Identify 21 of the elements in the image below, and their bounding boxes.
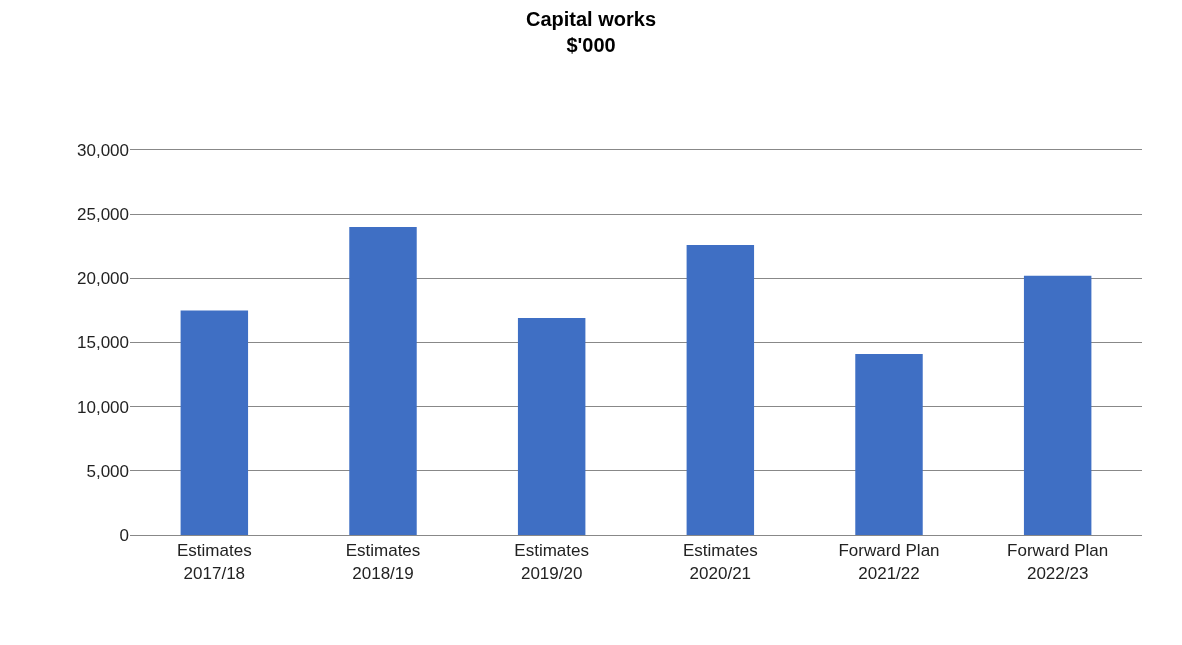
bar	[180, 310, 249, 535]
bar	[1023, 275, 1092, 535]
y-tick-label: 0	[119, 525, 129, 545]
y-tick-label: 15,000	[77, 333, 129, 353]
y-tick-label: 25,000	[77, 205, 129, 225]
y-tick-label: 5,000	[86, 461, 129, 481]
y-tick-label: 30,000	[77, 140, 129, 160]
bar	[855, 354, 923, 535]
bar	[686, 244, 755, 535]
x-tick-label: Estimates 2017/18	[177, 541, 252, 583]
x-tick-label: Forward Plan 2022/23	[1007, 541, 1109, 583]
x-tick-label: Estimates 2019/20	[514, 541, 589, 583]
chart-subtitle: $'000	[566, 33, 616, 56]
x-tick-label: Estimates 2020/21	[683, 541, 758, 583]
y-tick-label: 10,000	[77, 397, 129, 417]
y-tick-label: 20,000	[77, 269, 129, 289]
x-tick-label: Forward Plan 2021/22	[838, 541, 940, 583]
chart-title: Capital works	[525, 7, 657, 30]
bar	[517, 318, 586, 535]
bar	[349, 227, 417, 535]
x-tick-label: Estimates 2018/19	[345, 541, 421, 583]
